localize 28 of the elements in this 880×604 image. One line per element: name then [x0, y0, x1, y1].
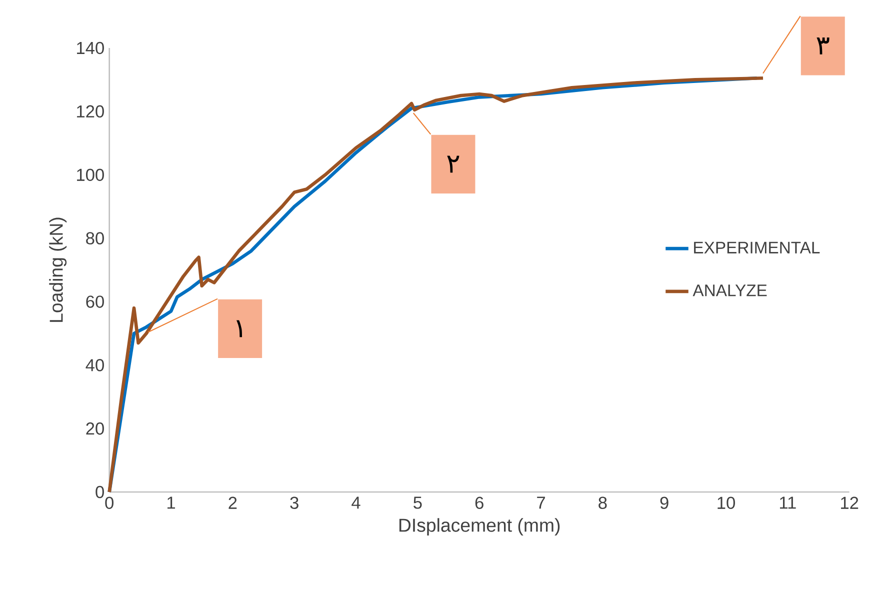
y-tick-label: 140 — [77, 42, 104, 54]
x-axis-title: DIsplacement (mm) — [399, 518, 560, 536]
annotation: ٣ — [816, 37, 830, 54]
x-tick-label: 4 — [352, 496, 360, 509]
x-tick-label: 11 — [780, 496, 796, 509]
x-tick-label: 8 — [598, 496, 607, 509]
y-tick-label: 80 — [86, 232, 104, 244]
y-tick-label: 60 — [86, 296, 104, 308]
x-tick-label: 12 — [841, 496, 858, 509]
y-tick-label: 120 — [77, 105, 104, 118]
y-tick-label: 100 — [77, 168, 104, 181]
y-axis-title: Loading (kN) — [49, 218, 67, 322]
x-tick-label: 6 — [475, 496, 484, 509]
x-tick-label: 9 — [660, 496, 668, 509]
legend-label: EXPERIMENTAL — [694, 242, 820, 254]
x-tick-label: 2 — [228, 496, 237, 509]
x-tick-label: 0 — [105, 496, 114, 509]
x-tick-label: 5 — [414, 496, 422, 509]
y-tick-label: 0 — [96, 486, 104, 498]
x-tick-label: 1 — [168, 496, 175, 509]
y-tick-label: 40 — [86, 359, 104, 372]
x-tick-label: 10 — [718, 496, 735, 509]
y-tick-label: 20 — [86, 422, 104, 435]
annotation: ١ — [236, 320, 242, 338]
annotation: ٢ — [447, 156, 460, 173]
x-tick-label: 3 — [290, 496, 298, 509]
legend-label: ANALYZE — [692, 284, 767, 296]
x-tick-label: 7 — [537, 496, 545, 509]
